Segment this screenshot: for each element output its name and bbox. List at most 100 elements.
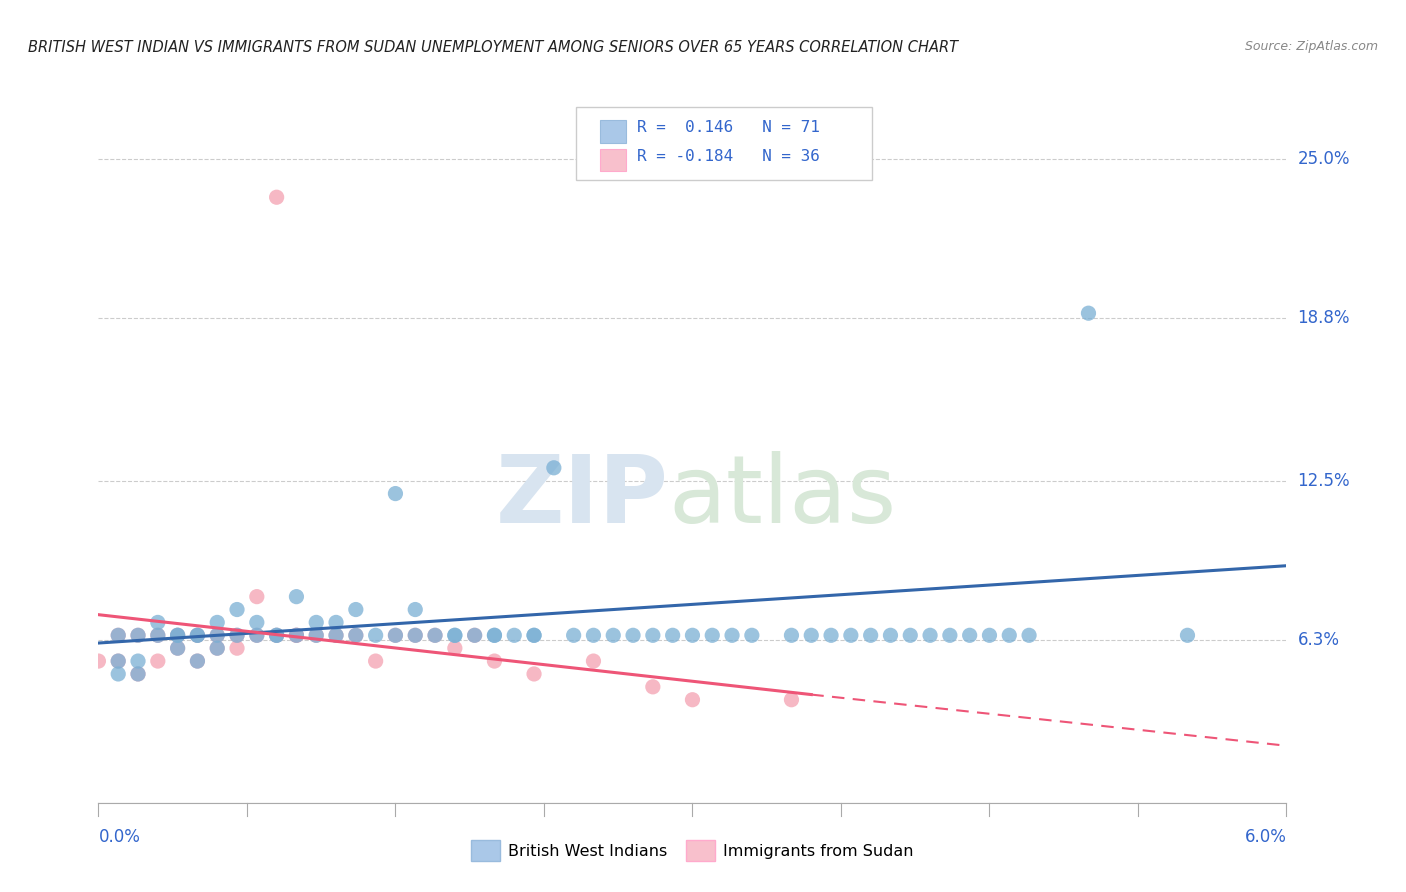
- Point: [344, 628, 367, 642]
- Point: [285, 590, 308, 604]
- Text: 12.5%: 12.5%: [1298, 472, 1350, 490]
- Point: [127, 628, 149, 642]
- Point: [939, 628, 962, 642]
- Point: [344, 602, 367, 616]
- Point: [404, 602, 426, 616]
- Text: Source: ZipAtlas.com: Source: ZipAtlas.com: [1244, 40, 1378, 54]
- Point: [107, 654, 129, 668]
- Point: [166, 641, 188, 656]
- Point: [404, 628, 426, 642]
- Point: [920, 628, 942, 642]
- Point: [325, 628, 347, 642]
- Point: [305, 628, 328, 642]
- Point: [423, 628, 446, 642]
- Point: [979, 628, 1001, 642]
- Point: [186, 654, 208, 668]
- Point: [226, 628, 249, 642]
- Point: [839, 628, 862, 642]
- Point: [207, 641, 229, 656]
- Point: [423, 628, 446, 642]
- Point: [266, 628, 288, 642]
- Point: [246, 628, 269, 642]
- Point: [166, 628, 188, 642]
- Point: [285, 628, 308, 642]
- Point: [741, 628, 763, 642]
- Point: [681, 628, 703, 642]
- Point: [207, 628, 229, 642]
- Point: [305, 628, 328, 642]
- Point: [166, 628, 188, 642]
- Point: [87, 654, 110, 668]
- Point: [166, 641, 188, 656]
- Text: 6.3%: 6.3%: [1298, 632, 1340, 649]
- Point: [127, 628, 149, 642]
- Point: [523, 628, 546, 642]
- Point: [226, 628, 249, 642]
- Point: [344, 628, 367, 642]
- Point: [859, 628, 882, 642]
- Point: [464, 628, 486, 642]
- Text: R =  0.146   N = 71: R = 0.146 N = 71: [637, 120, 820, 135]
- Text: atlas: atlas: [669, 450, 897, 542]
- Point: [484, 654, 506, 668]
- Text: BRITISH WEST INDIAN VS IMMIGRANTS FROM SUDAN UNEMPLOYMENT AMONG SENIORS OVER 65 : BRITISH WEST INDIAN VS IMMIGRANTS FROM S…: [28, 40, 957, 55]
- Point: [226, 641, 249, 656]
- Point: [325, 615, 347, 630]
- Point: [681, 692, 703, 706]
- Point: [305, 615, 328, 630]
- Text: R = -0.184   N = 36: R = -0.184 N = 36: [637, 149, 820, 163]
- Point: [246, 615, 269, 630]
- Point: [641, 680, 664, 694]
- Point: [1018, 628, 1040, 642]
- Point: [444, 628, 467, 642]
- Point: [484, 628, 506, 642]
- Point: [543, 460, 565, 475]
- Text: 0.0%: 0.0%: [98, 828, 141, 846]
- Point: [127, 667, 149, 681]
- Point: [780, 692, 803, 706]
- Point: [1077, 306, 1099, 320]
- Point: [602, 628, 624, 642]
- Point: [582, 654, 605, 668]
- Point: [107, 628, 129, 642]
- Point: [523, 628, 546, 642]
- Point: [444, 628, 467, 642]
- Point: [226, 602, 249, 616]
- Point: [364, 654, 387, 668]
- Text: ZIP: ZIP: [496, 450, 669, 542]
- Point: [266, 628, 288, 642]
- Point: [384, 628, 406, 642]
- Point: [186, 628, 208, 642]
- Point: [702, 628, 724, 642]
- Legend: British West Indians, Immigrants from Sudan: British West Indians, Immigrants from Su…: [471, 840, 914, 861]
- Point: [266, 628, 288, 642]
- Point: [325, 628, 347, 642]
- Point: [523, 667, 546, 681]
- Point: [207, 615, 229, 630]
- Point: [562, 628, 585, 642]
- Point: [384, 486, 406, 500]
- Point: [384, 628, 406, 642]
- Point: [484, 628, 506, 642]
- Point: [166, 628, 188, 642]
- Text: 25.0%: 25.0%: [1298, 150, 1350, 168]
- Point: [246, 590, 269, 604]
- Point: [207, 628, 229, 642]
- Point: [621, 628, 644, 642]
- Point: [146, 628, 169, 642]
- Point: [1177, 628, 1199, 642]
- Point: [444, 641, 467, 656]
- Point: [820, 628, 842, 642]
- Point: [146, 628, 169, 642]
- Point: [285, 628, 308, 642]
- Point: [464, 628, 486, 642]
- Point: [721, 628, 744, 642]
- Point: [780, 628, 803, 642]
- Point: [364, 628, 387, 642]
- Point: [246, 628, 269, 642]
- Point: [107, 628, 129, 642]
- Point: [107, 667, 129, 681]
- Point: [146, 615, 169, 630]
- Text: 18.8%: 18.8%: [1298, 310, 1350, 327]
- Point: [186, 628, 208, 642]
